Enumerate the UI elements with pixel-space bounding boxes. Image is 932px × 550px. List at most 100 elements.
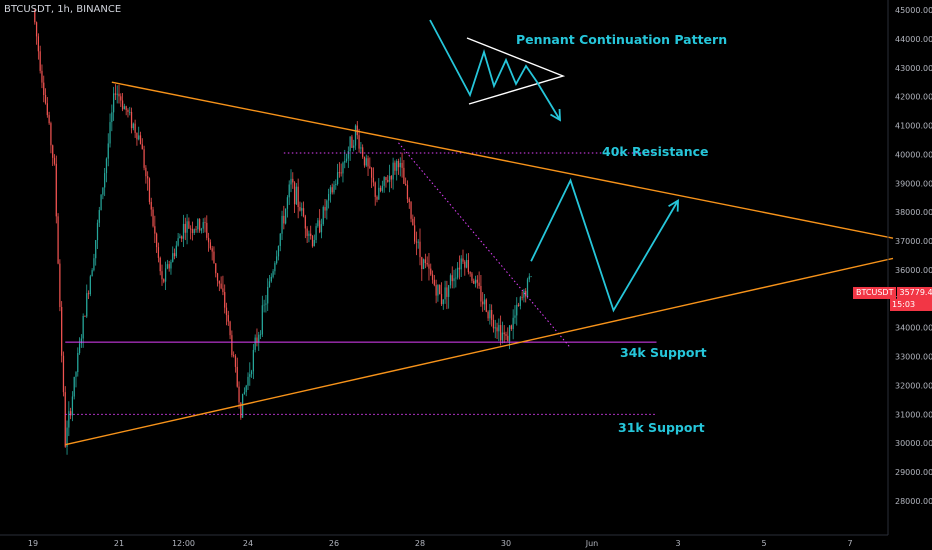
candle xyxy=(412,214,414,226)
candle xyxy=(96,219,99,249)
candle xyxy=(503,325,505,343)
candle xyxy=(336,163,339,186)
candle xyxy=(491,304,493,327)
candle xyxy=(530,276,532,278)
price-tick-label: 30000.00 xyxy=(895,439,932,448)
candle xyxy=(59,259,61,312)
candle xyxy=(190,225,192,240)
candle xyxy=(202,218,204,233)
candle xyxy=(372,167,375,187)
candle xyxy=(227,310,229,326)
candle xyxy=(492,314,495,333)
candle xyxy=(206,215,208,241)
candle xyxy=(367,155,369,177)
candle xyxy=(288,180,290,205)
candle xyxy=(329,185,332,203)
candle xyxy=(301,202,303,217)
candle xyxy=(335,179,337,190)
candle xyxy=(410,201,412,223)
candle xyxy=(401,152,403,178)
candle xyxy=(317,217,319,228)
candle xyxy=(265,295,267,313)
candle xyxy=(161,264,163,286)
candle xyxy=(473,278,475,285)
annotation-40k-resistance: 40k Resistance xyxy=(602,144,709,159)
candle xyxy=(134,119,136,138)
candle xyxy=(166,259,169,270)
candle xyxy=(399,157,401,177)
candle xyxy=(388,164,391,193)
candle xyxy=(437,284,439,302)
candle xyxy=(138,126,140,141)
candle xyxy=(188,217,190,229)
candle xyxy=(86,284,88,319)
time-tick-label: 21 xyxy=(114,539,124,548)
time-axis[interactable]: 19 21 12:00 24 26 28 30 Jun 3 5 7 xyxy=(0,534,888,548)
candle xyxy=(195,226,197,233)
candle xyxy=(487,310,489,322)
price-tick-label: 38000.00 xyxy=(895,208,932,217)
candle xyxy=(419,228,421,266)
candle xyxy=(308,230,310,243)
candle xyxy=(186,214,188,245)
candle xyxy=(499,315,502,346)
candle xyxy=(426,256,428,267)
candle xyxy=(453,269,455,289)
candle xyxy=(286,195,289,218)
candle xyxy=(408,197,410,209)
price-tick-label: 32000.00 xyxy=(895,381,932,390)
candle xyxy=(496,322,498,339)
price-tag-value: 35779.40 xyxy=(897,287,932,299)
candle xyxy=(256,328,258,347)
candle xyxy=(252,344,255,380)
price-axis[interactable]: 45000.00 44000.00 43000.00 42000.00 41000.00… xyxy=(887,0,932,535)
candle xyxy=(517,302,520,307)
candle xyxy=(514,305,516,324)
candle xyxy=(152,206,154,228)
candle xyxy=(442,299,444,310)
time-tick-label: 7 xyxy=(847,539,852,548)
candle xyxy=(259,330,262,339)
candle xyxy=(35,21,38,45)
candle xyxy=(272,269,274,279)
candle xyxy=(243,387,246,395)
candle xyxy=(421,256,423,281)
candle xyxy=(254,334,256,353)
price-tick-label: 37000.00 xyxy=(895,237,932,246)
candle xyxy=(179,233,181,239)
price-tick-label: 31000.00 xyxy=(895,410,932,419)
candle xyxy=(501,321,504,344)
candle xyxy=(84,315,86,317)
candle xyxy=(268,274,271,288)
candle xyxy=(456,262,459,280)
candle xyxy=(297,178,299,219)
candle xyxy=(46,97,48,118)
candle xyxy=(163,278,165,284)
candle xyxy=(250,369,253,378)
candle xyxy=(118,84,120,104)
projection-line xyxy=(530,178,679,313)
candle xyxy=(324,198,326,219)
candle xyxy=(62,351,65,397)
candle xyxy=(525,288,527,303)
candle xyxy=(413,216,416,245)
candle xyxy=(267,278,269,311)
candle xyxy=(448,284,450,309)
candle xyxy=(111,104,113,132)
candle xyxy=(177,232,179,247)
price-tick-label: 45000.00 xyxy=(895,6,932,15)
candle xyxy=(430,263,432,276)
candle xyxy=(197,218,199,233)
candle xyxy=(116,85,118,104)
candle xyxy=(129,106,131,116)
candle xyxy=(471,272,473,283)
candle xyxy=(281,210,283,241)
last-price-tag: BTCUSDT 35779.40 15:03 xyxy=(853,287,932,317)
candle xyxy=(172,246,174,263)
pennant-zigzag xyxy=(429,19,561,121)
candle xyxy=(121,92,124,112)
candle xyxy=(175,241,177,258)
candle xyxy=(249,362,251,386)
candle xyxy=(48,111,50,125)
